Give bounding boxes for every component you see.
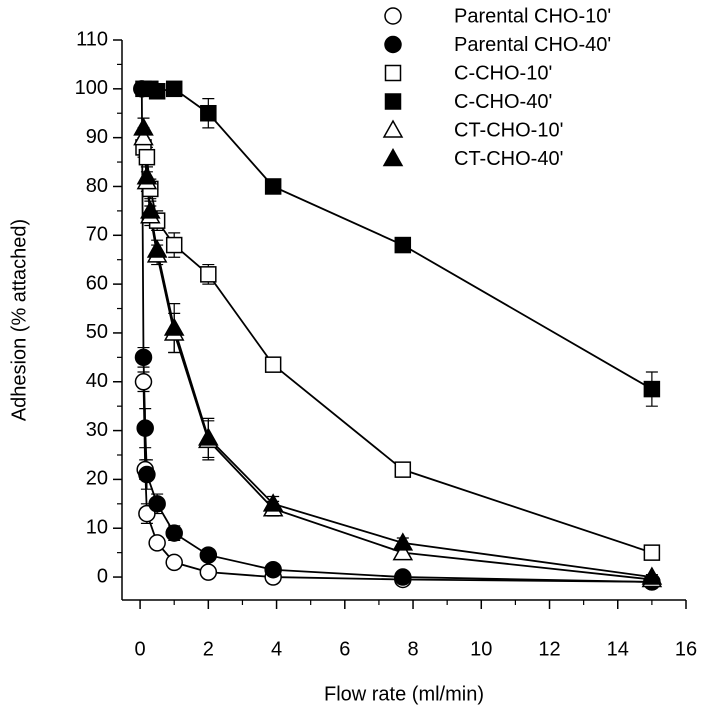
y-tick-label: 80: [86, 175, 108, 197]
data-point: [165, 553, 183, 572]
data-point: [134, 348, 153, 367]
data-point: [148, 83, 166, 100]
series-line: [142, 127, 653, 578]
data-point: [148, 495, 166, 513]
y-tick-label: 20: [86, 468, 108, 490]
data-point: [163, 317, 185, 336]
data-point: [264, 356, 282, 373]
legend-marker: [382, 147, 404, 167]
data-point: [199, 563, 218, 581]
data-point: [643, 380, 661, 398]
data-point: [394, 461, 412, 478]
legend-marker: [384, 64, 402, 82]
data-point: [136, 166, 158, 185]
legend-label: Parental CHO-10': [454, 5, 611, 27]
legend-marker: [384, 7, 402, 25]
data-point: [392, 532, 414, 551]
legend-label: C-CHO-10': [454, 62, 552, 84]
x-tick-label: 16: [675, 638, 697, 660]
data-point: [641, 566, 663, 585]
y-tick-label: 90: [86, 126, 108, 148]
data-point: [148, 534, 166, 552]
x-tick-label: 6: [339, 638, 350, 660]
data-point: [394, 568, 412, 586]
y-tick-label: 70: [86, 224, 108, 246]
x-tick-label: 8: [407, 638, 418, 660]
data-point: [262, 493, 284, 512]
x-tick-label: 0: [135, 638, 146, 660]
legend-marker: [382, 119, 404, 138]
data-point: [165, 524, 183, 542]
data-point: [165, 80, 183, 98]
data-point: [138, 465, 156, 484]
data-point: [146, 239, 168, 258]
data-point: [199, 546, 218, 564]
legend-label: CT-CHO-40': [454, 148, 563, 170]
data-point: [136, 419, 154, 437]
y-tick-label: 100: [75, 77, 108, 99]
y-tick-label: 60: [86, 272, 108, 294]
x-tick-label: 12: [538, 638, 560, 660]
data-point: [643, 544, 661, 561]
legend-marker: [384, 93, 402, 110]
y-tick-label: 10: [86, 517, 108, 539]
x-tick-label: 4: [271, 638, 282, 660]
data-point: [198, 427, 219, 446]
y-axis-label: Adhesion (% attached): [8, 219, 30, 421]
data-point: [134, 373, 153, 391]
data-point: [140, 200, 161, 219]
y-tick-label: 110: [76, 28, 108, 50]
y-tick-label: 50: [86, 321, 108, 343]
data-point: [138, 148, 156, 166]
x-tick-label: 2: [203, 638, 214, 660]
data-point: [264, 178, 282, 195]
y-tick-label: 40: [86, 370, 108, 392]
x-axis-label: Flow rate (ml/min): [324, 683, 484, 705]
x-tick-label: 14: [607, 638, 629, 660]
series-line: [140, 88, 652, 583]
legend-label: Parental CHO-40': [454, 34, 611, 56]
data-point: [133, 127, 154, 146]
data-point: [165, 236, 183, 254]
data-point: [133, 117, 154, 136]
legend-label: CT-CHO-10': [454, 119, 563, 141]
data-point: [264, 560, 282, 579]
y-tick-label: 30: [86, 419, 108, 441]
data-point: [200, 104, 217, 122]
legend-marker: [384, 35, 402, 54]
x-tick-label: 10: [470, 638, 492, 660]
data-point: [392, 542, 414, 561]
data-point: [200, 266, 217, 283]
data-point: [394, 236, 412, 254]
legend-label: C-CHO-40': [454, 91, 552, 113]
series-line: [142, 137, 652, 581]
series-line: [142, 147, 653, 554]
y-tick-label: 0: [97, 565, 108, 587]
